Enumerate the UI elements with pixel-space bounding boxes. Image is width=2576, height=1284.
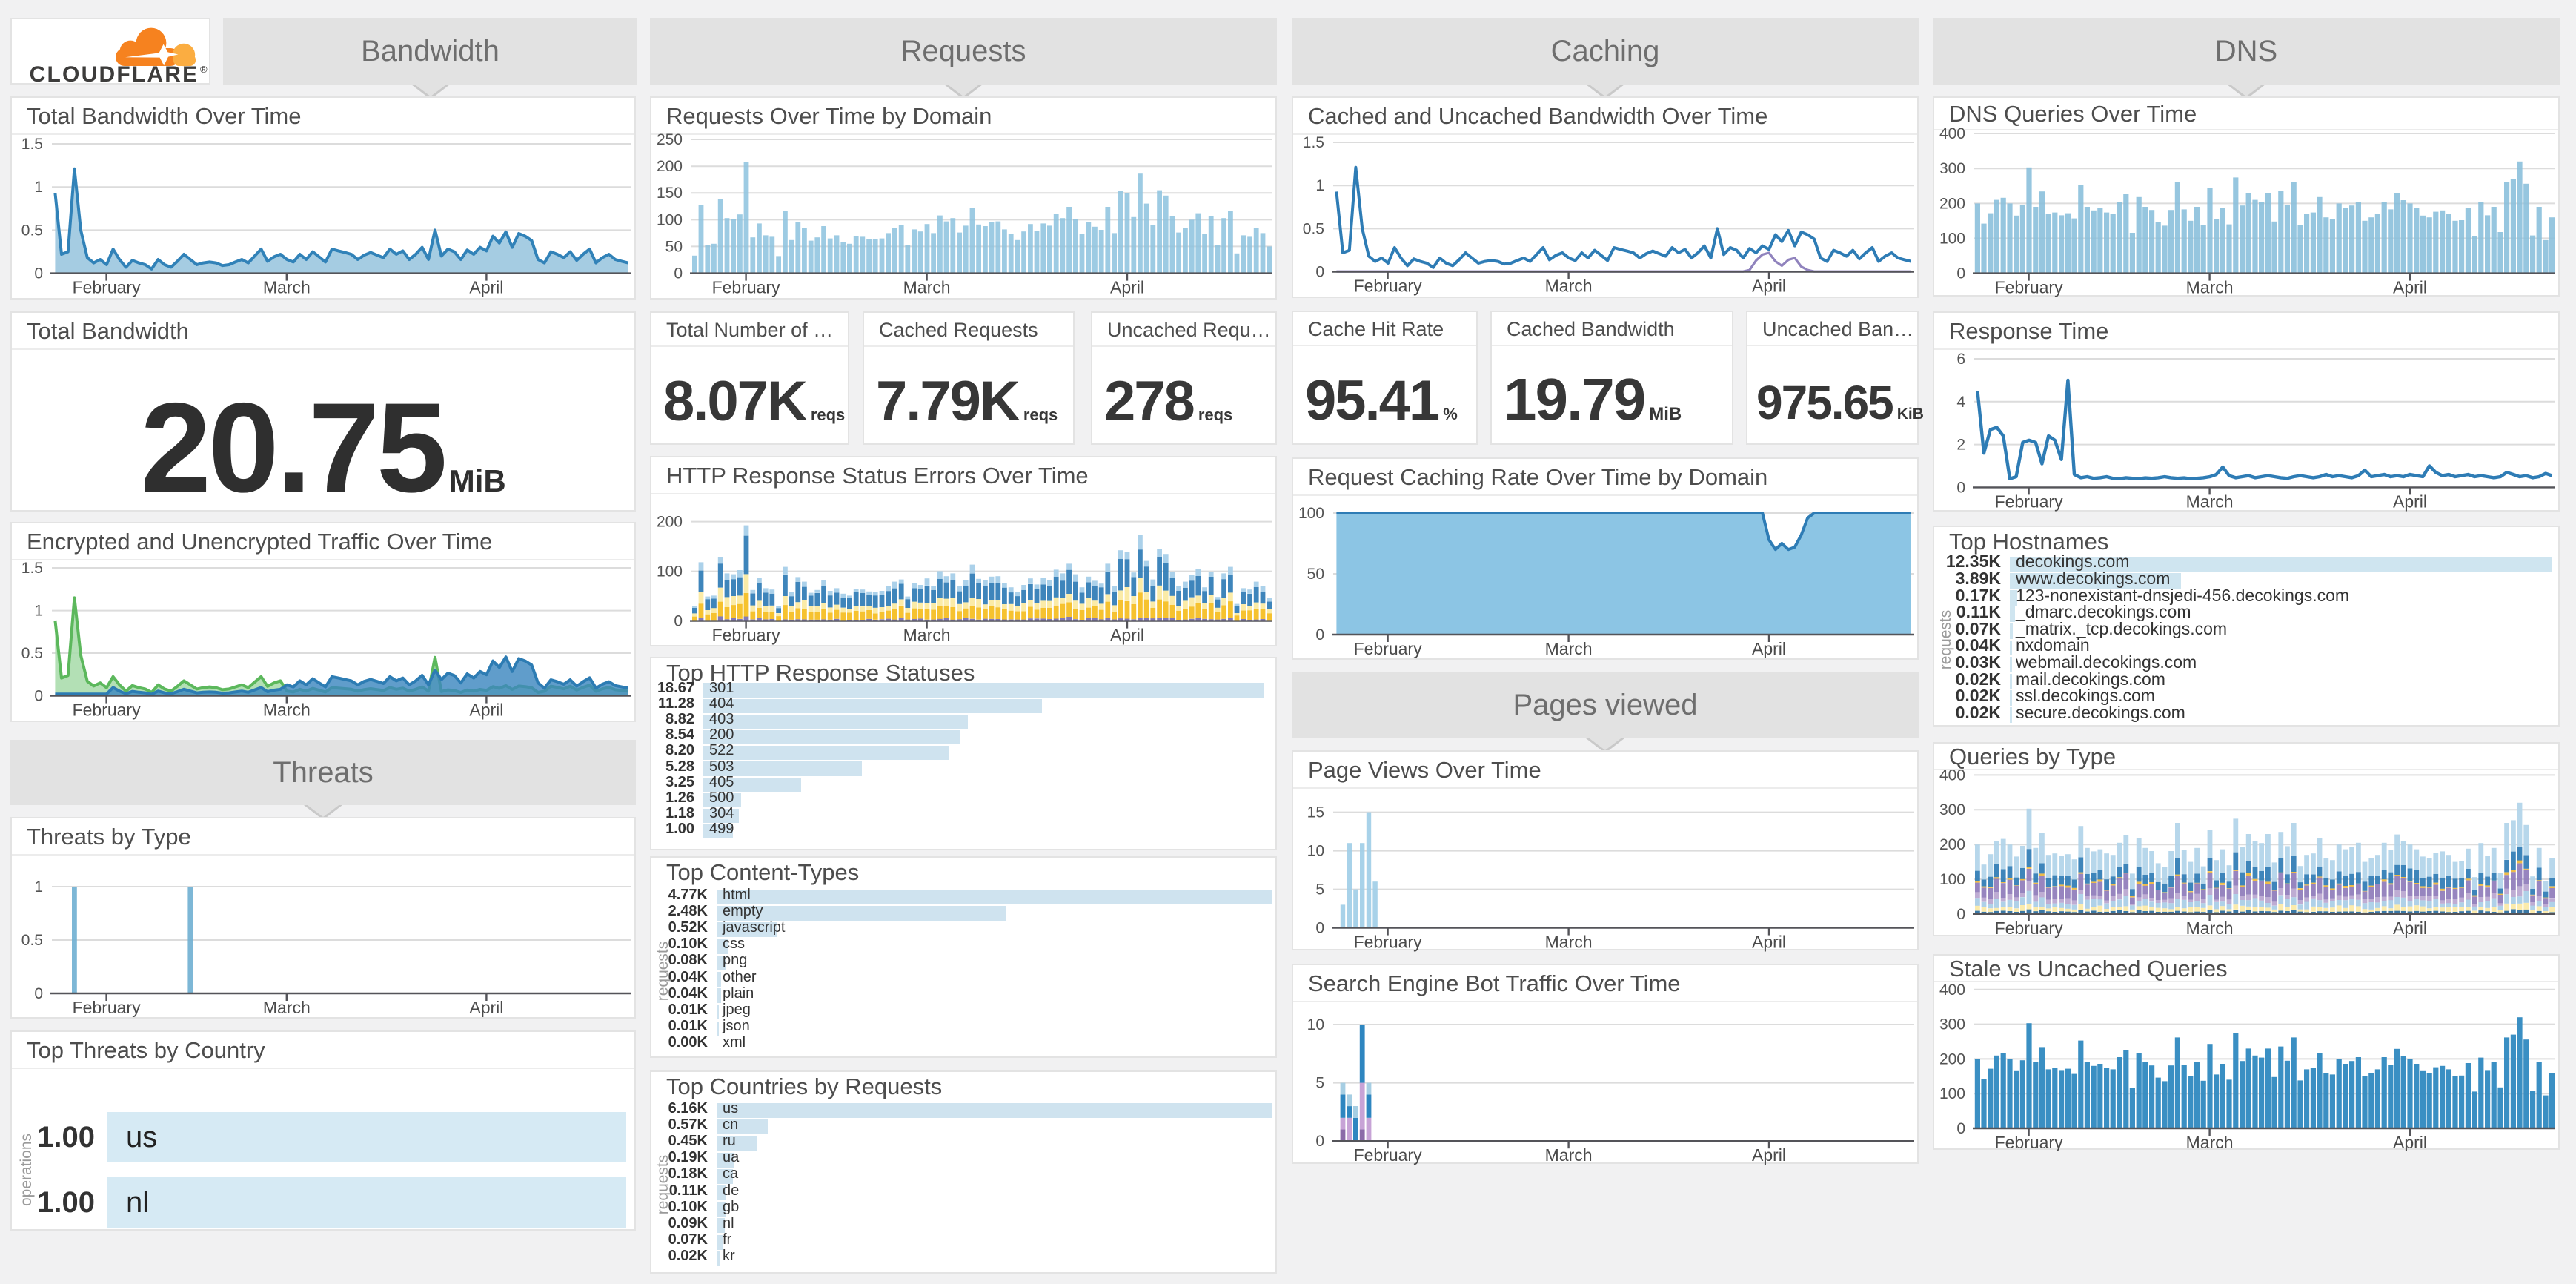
- svg-text:February: February: [712, 278, 781, 297]
- svg-text:100: 100: [1939, 871, 1965, 888]
- svg-text:10: 10: [1307, 1016, 1324, 1033]
- svg-text:200: 200: [657, 158, 683, 175]
- svg-text:April: April: [1110, 626, 1144, 645]
- svg-text:March: March: [1545, 933, 1593, 952]
- svg-text:March: March: [2186, 919, 2234, 938]
- svg-text:5: 5: [1315, 1075, 1324, 1092]
- svg-text:®: ®: [200, 64, 208, 75]
- svg-text:0: 0: [1315, 626, 1324, 643]
- svg-text:200: 200: [1939, 1050, 1965, 1068]
- svg-text:February: February: [1354, 639, 1423, 658]
- svg-text:February: February: [73, 701, 142, 720]
- svg-text:March: March: [263, 278, 311, 297]
- svg-text:400: 400: [1939, 982, 1965, 999]
- svg-text:100: 100: [1298, 505, 1324, 522]
- svg-text:March: March: [2186, 492, 2234, 511]
- svg-text:April: April: [2393, 278, 2427, 297]
- svg-text:1: 1: [34, 179, 43, 196]
- svg-text:0.5: 0.5: [1303, 220, 1324, 237]
- svg-text:200: 200: [1939, 836, 1965, 853]
- svg-text:0: 0: [1315, 264, 1324, 281]
- svg-text:April: April: [1110, 278, 1144, 297]
- svg-text:0.5: 0.5: [21, 932, 43, 949]
- svg-text:April: April: [1752, 1145, 1786, 1165]
- svg-text:100: 100: [657, 563, 683, 580]
- svg-text:0: 0: [1315, 1133, 1324, 1150]
- svg-text:March: March: [1545, 277, 1593, 296]
- svg-text:15: 15: [1307, 804, 1324, 821]
- svg-text:February: February: [712, 626, 781, 645]
- svg-text:0.5: 0.5: [21, 645, 43, 662]
- svg-text:4: 4: [1956, 394, 1965, 411]
- svg-text:50: 50: [665, 238, 683, 255]
- svg-text:April: April: [1752, 277, 1786, 296]
- svg-text:0: 0: [34, 265, 43, 282]
- svg-text:February: February: [73, 998, 142, 1017]
- svg-text:200: 200: [657, 514, 683, 531]
- svg-text:CLOUDFLARE: CLOUDFLARE: [30, 62, 199, 83]
- svg-text:2: 2: [1956, 437, 1965, 454]
- svg-text:April: April: [2393, 919, 2427, 938]
- svg-text:April: April: [1752, 933, 1786, 952]
- svg-text:April: April: [469, 701, 503, 720]
- svg-text:400: 400: [1939, 125, 1965, 142]
- svg-text:March: March: [2186, 278, 2234, 297]
- svg-text:March: March: [903, 278, 951, 297]
- svg-text:0: 0: [674, 265, 683, 282]
- svg-text:1: 1: [1315, 177, 1324, 194]
- svg-text:0: 0: [1956, 906, 1965, 923]
- svg-text:0: 0: [674, 613, 683, 630]
- svg-text:150: 150: [657, 185, 683, 202]
- svg-text:300: 300: [1939, 1016, 1965, 1033]
- svg-text:March: March: [263, 701, 311, 720]
- svg-text:10: 10: [1307, 843, 1324, 860]
- svg-text:250: 250: [657, 131, 683, 148]
- svg-text:1.5: 1.5: [21, 136, 43, 153]
- svg-text:5: 5: [1315, 881, 1324, 899]
- svg-text:March: March: [1545, 639, 1593, 658]
- svg-text:0: 0: [1956, 1120, 1965, 1137]
- svg-text:April: April: [469, 998, 503, 1017]
- svg-text:50: 50: [1307, 566, 1324, 583]
- svg-text:100: 100: [657, 211, 683, 228]
- svg-text:6: 6: [1956, 351, 1965, 368]
- svg-text:0: 0: [1956, 265, 1965, 282]
- svg-text:200: 200: [1939, 195, 1965, 212]
- svg-text:April: April: [2393, 492, 2427, 511]
- svg-text:February: February: [1995, 919, 2064, 938]
- svg-text:300: 300: [1939, 160, 1965, 177]
- svg-text:February: February: [1354, 1145, 1423, 1165]
- svg-text:1.5: 1.5: [21, 560, 43, 577]
- svg-text:1: 1: [34, 878, 43, 896]
- svg-text:February: February: [1354, 277, 1423, 296]
- svg-text:April: April: [469, 278, 503, 297]
- svg-text:0: 0: [1315, 920, 1324, 937]
- svg-text:March: March: [2186, 1133, 2234, 1151]
- svg-text:100: 100: [1939, 230, 1965, 247]
- svg-text:March: March: [1545, 1145, 1593, 1165]
- svg-text:April: April: [1752, 639, 1786, 658]
- svg-text:0.5: 0.5: [21, 222, 43, 239]
- svg-text:March: March: [903, 626, 951, 645]
- svg-text:March: March: [263, 998, 311, 1017]
- svg-text:February: February: [1995, 492, 2064, 511]
- svg-text:300: 300: [1939, 801, 1965, 818]
- svg-text:100: 100: [1939, 1085, 1965, 1102]
- svg-text:1: 1: [34, 603, 43, 620]
- svg-text:February: February: [1354, 933, 1423, 952]
- svg-text:0: 0: [34, 985, 43, 1002]
- svg-text:0: 0: [1956, 479, 1965, 496]
- svg-text:0: 0: [34, 688, 43, 705]
- svg-text:February: February: [73, 278, 142, 297]
- svg-text:February: February: [1995, 1133, 2064, 1151]
- svg-text:February: February: [1995, 278, 2064, 297]
- svg-text:400: 400: [1939, 767, 1965, 784]
- svg-text:1.5: 1.5: [1303, 134, 1324, 151]
- svg-text:April: April: [2393, 1133, 2427, 1151]
